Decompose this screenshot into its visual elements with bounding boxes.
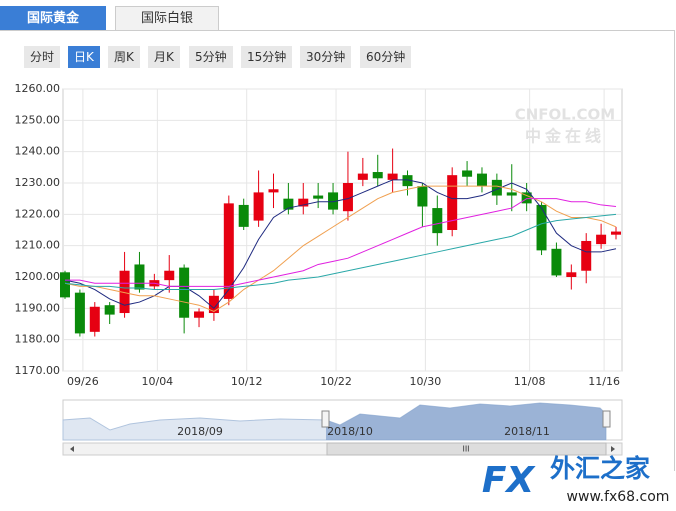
scroll-left[interactable] [70,446,74,452]
tab[interactable]: 国际黄金 [0,6,106,30]
candle-body [119,270,130,314]
candle-body [521,192,532,204]
candle-body [491,179,502,196]
y-tick-label: 1220.00 [15,207,61,220]
candle-body [313,195,324,199]
scroll-right[interactable] [611,446,615,452]
candle-body [357,173,368,180]
x-tick-label: 10/30 [410,375,442,388]
x-tick-label: 10/12 [231,375,263,388]
plot-area [62,88,623,372]
candle-body [223,203,234,299]
panel [0,30,675,471]
y-tick-label: 1260.00 [15,82,61,95]
x-tick-label: 10/22 [320,375,352,388]
moving-average [65,198,617,287]
x-tick-label: 11/08 [514,375,546,388]
navigator-label: 2018/11 [504,425,550,438]
candle-body [283,198,294,210]
navigator-label: 2018/10 [327,425,373,438]
candle-body [298,198,309,207]
tab[interactable]: 国际白银 [115,6,219,30]
moving-average [64,213,617,291]
logo-brand: FX [482,460,537,501]
scroll-grip: III [462,445,469,454]
period-button[interactable]: 15分钟 [241,46,293,68]
candle-body [342,183,353,212]
candle-body [447,175,458,230]
navigator-selection [326,403,606,440]
period-button[interactable]: 分时 [24,46,61,68]
x-tick-label: 10/04 [141,375,173,388]
y-tick-label: 1180.00 [15,333,61,346]
moving-average [64,179,617,310]
candle-body [194,311,205,318]
candle-body [372,172,383,179]
period-button[interactable]: 月K [148,46,180,68]
x-tick-label: 11/16 [588,375,620,388]
candle-body [476,173,487,187]
y-tick-label: 1170.00 [15,364,61,377]
y-tick-label: 1230.00 [15,176,61,189]
navigator-label: 2018/09 [177,425,223,438]
candle-body [104,305,115,315]
candle-body [74,292,85,334]
candle-body [253,192,264,221]
moving-average [64,185,617,313]
candle-body [238,204,249,227]
candle-body [581,240,592,271]
period-button[interactable]: 周K [108,46,140,68]
watermark: CNFOL.COM [515,106,616,124]
navigator-handle[interactable] [602,410,611,428]
logo-url: www.fx68.com [567,489,670,505]
candle-body [164,270,175,281]
y-tick-label: 1200.00 [15,270,61,283]
candle-body [402,175,413,187]
candle-body [432,208,443,234]
candle-body [551,248,562,276]
y-tick-label: 1190.00 [15,301,61,314]
x-tick-label: 09/26 [67,375,99,388]
candle-body [387,173,398,180]
candle-body [208,295,219,314]
period-button[interactable]: 5分钟 [189,46,233,68]
candle-body [134,264,145,290]
watermark: 中金在线 [525,127,605,146]
grid [63,88,622,372]
candle-body [89,306,100,332]
candle-body [328,192,339,210]
period-button[interactable]: 日K [68,46,100,68]
candle-body [566,272,577,277]
navigator-handle[interactable] [321,410,330,428]
period-button[interactable]: 60分钟 [360,46,412,68]
period-button[interactable]: 30分钟 [300,46,352,68]
candle-body [417,186,428,207]
candle-body [536,204,547,251]
candle-body [611,231,621,235]
candle-body [179,267,190,318]
candle-body [60,272,70,298]
candle-body [268,189,279,193]
y-tick-label: 1210.00 [15,239,61,252]
candle-body [596,234,607,245]
logo-name: 外汇之家 [550,454,650,483]
candle-body [506,192,517,196]
candle-body [462,170,473,177]
y-tick-label: 1250.00 [15,113,61,126]
scrollbar-thumb[interactable] [326,442,607,456]
y-tick-label: 1240.00 [15,145,61,158]
